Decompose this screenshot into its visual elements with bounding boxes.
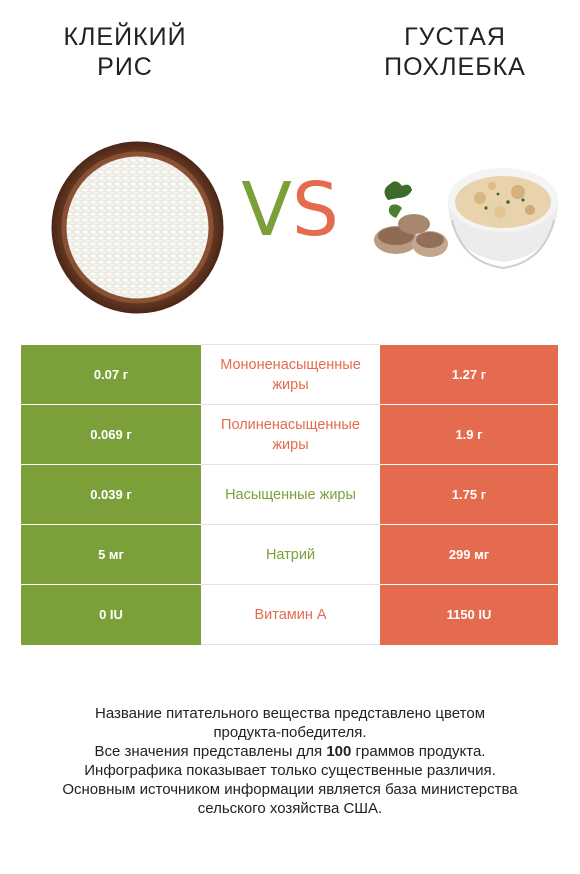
- footer-line1: Название питательного вещества представл…: [94, 705, 486, 722]
- footer-line3: Все значения представлены для 100 граммо…: [10, 742, 570, 761]
- nutrient-cell: Натрий: [201, 524, 380, 585]
- nutrient-cell: Полиненасыщенные жиры: [201, 404, 380, 465]
- footer-line5: Основным источником информации является …: [62, 781, 518, 798]
- footer-line6: сельского хозяйства США.: [197, 800, 383, 817]
- right-value: 1.9 г: [380, 404, 558, 465]
- chowder-bowl-image: [374, 168, 558, 270]
- comparison-row: 5 мг Натрий 299 мг: [21, 524, 558, 585]
- right-value: 1.27 г: [380, 344, 558, 405]
- left-food-title-line1: КЛЕЙКИЙ: [63, 23, 187, 51]
- right-value: 1150 IU: [380, 584, 558, 645]
- footer-line2: продукта-победителя.: [213, 724, 367, 741]
- nutrient-label: Мононенасыщенные жиры: [220, 356, 361, 393]
- comparison-table: 0.07 г Мононенасыщенные жиры 1.27 г 0.069 г…: [21, 344, 558, 645]
- nutrient-label: Натрий: [265, 546, 316, 563]
- right-value: 299 мг: [380, 524, 558, 585]
- right-food-title: ГУСТАЯ ПОХЛЕБКА: [330, 22, 580, 82]
- footer-line3-suffix: граммов продукта.: [351, 743, 486, 760]
- nutrient-label: Насыщенные жиры: [225, 486, 356, 503]
- left-food-title: КЛЕЙКИЙ РИС: [0, 22, 250, 82]
- left-value: 0.069 г: [21, 404, 201, 465]
- left-value: 5 мг: [21, 524, 201, 585]
- right-value: 1.75 г: [380, 464, 558, 525]
- left-value: 0.039 г: [21, 464, 201, 525]
- nutrient-label: Витамин A: [254, 606, 327, 623]
- footer-line4: Инфографика показывает только существенн…: [84, 762, 496, 779]
- nutrient-label: Полиненасыщенные жиры: [221, 416, 360, 453]
- left-value: 0 IU: [21, 584, 201, 645]
- left-value: 0.07 г: [21, 344, 201, 405]
- vs-label: VS: [228, 160, 352, 260]
- comparison-row: 0 IU Витамин A 1150 IU: [21, 584, 558, 645]
- comparison-row: 0.069 г Полиненасыщенные жиры 1.9 г: [21, 404, 558, 465]
- right-food-title-line2: ПОХЛЕБКА: [384, 53, 526, 81]
- nutrient-cell: Насыщенные жиры: [201, 464, 380, 525]
- right-food-title-line1: ГУСТАЯ: [404, 23, 506, 51]
- rice-bowl-image: [51, 141, 224, 314]
- nutrient-cell: Мононенасыщенные жиры: [201, 344, 380, 405]
- left-food-title-line2: РИС: [97, 53, 153, 81]
- vs-v: V: [241, 167, 292, 253]
- comparison-row: 0.07 г Мононенасыщенные жиры 1.27 г: [21, 344, 558, 405]
- footer-line3-prefix: Все значения представлены для: [94, 743, 327, 760]
- footer-notes: Название питательного вещества представл…: [10, 704, 570, 818]
- footer-line3-bold: 100: [326, 743, 352, 760]
- vs-s: S: [291, 167, 339, 253]
- comparison-row: 0.039 г Насыщенные жиры 1.75 г: [21, 464, 558, 525]
- nutrient-cell: Витамин A: [201, 584, 380, 645]
